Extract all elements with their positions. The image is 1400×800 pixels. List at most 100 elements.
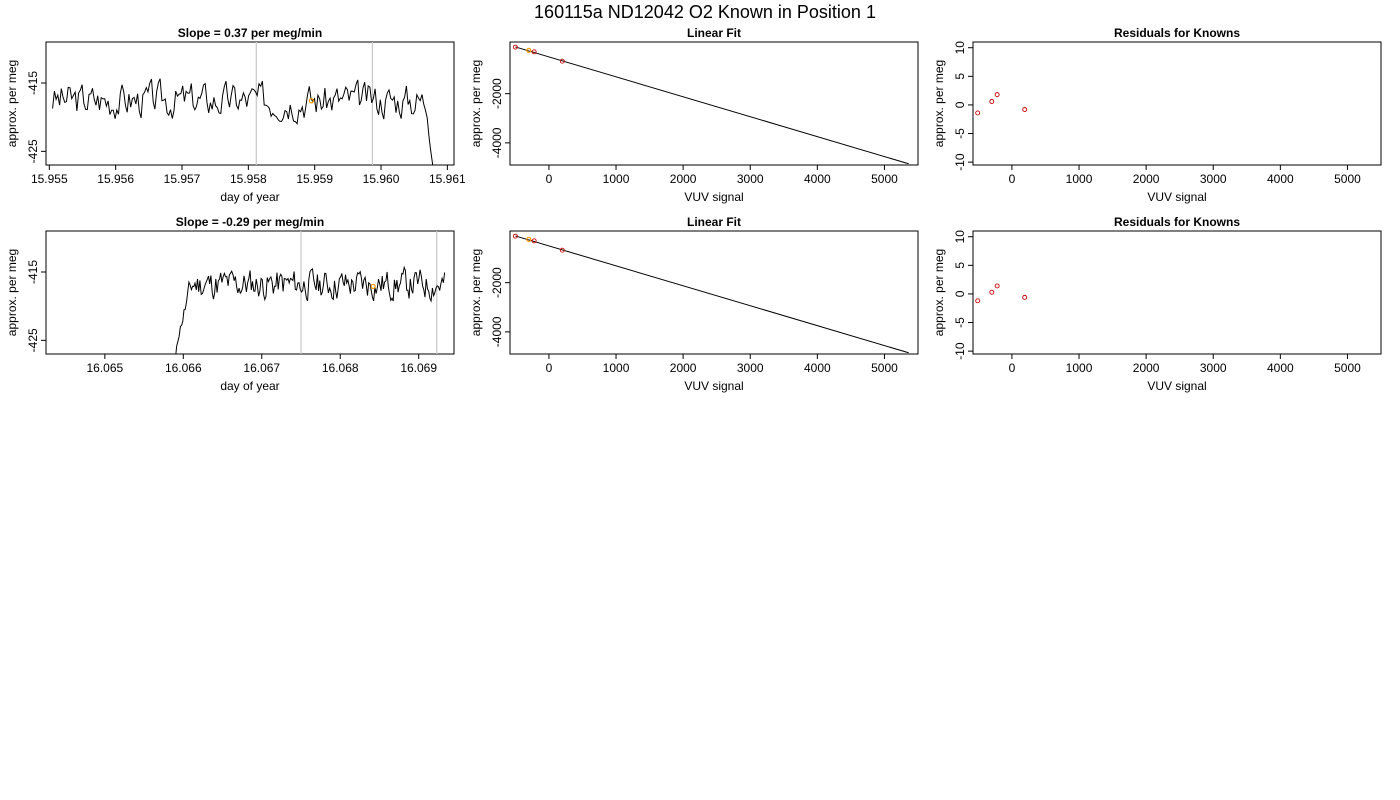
panel-title: Linear Fit — [687, 215, 741, 229]
x-tick-label: 4000 — [804, 361, 831, 375]
panel-title: Residuals for Knowns — [1114, 215, 1240, 229]
y-axis-label: approx. per meg — [5, 60, 19, 147]
x-tick-label: 0 — [546, 361, 553, 375]
panel-6: Residuals for Knowns 0 1000 2000 3000 4000 500… — [932, 215, 1382, 393]
known-point — [559, 58, 565, 64]
x-tick-label: 15.955 — [31, 172, 68, 186]
signal-trace — [175, 265, 446, 354]
x-tick-label: 2000 — [670, 172, 697, 186]
y-axis-label: approx. per meg — [469, 60, 483, 147]
x-tick-label: 4000 — [1267, 361, 1294, 375]
known-point — [512, 44, 518, 50]
x-tick-label: 5000 — [1334, 172, 1361, 186]
highlight-point — [526, 47, 532, 53]
y-tick-label: 10 — [953, 41, 967, 55]
panel-4: Slope = -0.29 per meg/min 16.065 16.066 16.… — [5, 215, 455, 393]
highlight-point — [526, 236, 532, 242]
x-tick-label: 15.959 — [296, 172, 333, 186]
panel-2: Linear Fit 0 1000 2000 3000 4000 5000 -4000 -200… — [469, 26, 919, 204]
x-tick-label: 3000 — [1200, 361, 1227, 375]
y-tick-label: -2000 — [490, 267, 504, 298]
x-tick-label: 4000 — [804, 172, 831, 186]
x-tick-label: 3000 — [1200, 172, 1227, 186]
y-tick-label: 0 — [953, 290, 967, 297]
x-tick-label: 15.961 — [429, 172, 466, 186]
x-tick-label: 1000 — [1066, 361, 1093, 375]
plot-frame — [509, 230, 919, 355]
x-tick-label: 16.068 — [322, 361, 359, 375]
panel-title: Residuals for Knowns — [1114, 26, 1240, 40]
y-axis-label: approx. per meg — [932, 60, 946, 147]
y-tick-label: -2000 — [490, 78, 504, 109]
known-point — [1022, 294, 1028, 300]
plot-area — [975, 283, 1028, 304]
panel-title: Slope = 0.37 per meg/min — [178, 26, 322, 40]
known-point — [994, 92, 1000, 98]
panel-title: Slope = -0.29 per meg/min — [176, 215, 324, 229]
known-point — [989, 289, 995, 295]
known-point — [559, 247, 565, 253]
known-point — [531, 49, 537, 55]
x-tick-label: 2000 — [1133, 361, 1160, 375]
x-tick-label: 0 — [546, 172, 553, 186]
x-tick-label: 16.069 — [400, 361, 437, 375]
plot-area — [175, 231, 446, 354]
y-tick-label: -10 — [953, 342, 967, 360]
known-point — [975, 298, 981, 304]
x-tick-label: 4000 — [1267, 172, 1294, 186]
y-tick-label: -4000 — [490, 127, 504, 158]
plot-area — [512, 233, 909, 354]
x-tick-label: 3000 — [737, 361, 764, 375]
y-tick-label: 5 — [953, 262, 967, 269]
y-tick-label: -425 — [26, 328, 40, 352]
panel-5: Linear Fit 0 1000 2000 3000 4000 5000 -4000 -200… — [469, 215, 919, 393]
x-tick-label: 1000 — [603, 361, 630, 375]
x-tick-label: 1000 — [1066, 172, 1093, 186]
plot-frame — [45, 230, 455, 355]
y-tick-label: 5 — [953, 73, 967, 80]
known-point — [989, 99, 995, 104]
x-tick-label: 2000 — [670, 361, 697, 375]
y-tick-label: -415 — [26, 71, 40, 95]
x-axis-label: VUV signal — [1147, 379, 1206, 393]
x-tick-label: 3000 — [737, 172, 764, 186]
known-point — [512, 233, 518, 239]
y-tick-label: 0 — [953, 101, 967, 108]
panel-3: Residuals for Knowns 0 1000 2000 3000 4000 500… — [932, 26, 1382, 204]
x-axis-label: VUV signal — [684, 190, 743, 204]
x-tick-label: 16.065 — [86, 361, 123, 375]
x-tick-label: 0 — [1009, 172, 1016, 186]
plot-area — [52, 42, 434, 165]
y-tick-label: -5 — [953, 128, 967, 139]
known-point — [975, 110, 981, 116]
x-axis-label: day of year — [220, 190, 279, 204]
known-point — [531, 238, 537, 244]
y-tick-label: 10 — [953, 230, 967, 244]
fit-line — [515, 46, 909, 165]
x-tick-label: 16.067 — [243, 361, 280, 375]
x-axis-label: VUV signal — [684, 379, 743, 393]
plot-frame — [509, 41, 919, 166]
x-tick-label: 0 — [1009, 361, 1016, 375]
x-tick-label: 15.960 — [363, 172, 400, 186]
panel-title: Linear Fit — [687, 26, 741, 40]
x-tick-label: 16.066 — [165, 361, 202, 375]
plot-frame — [972, 41, 1382, 166]
x-axis-label: VUV signal — [1147, 190, 1206, 204]
x-tick-label: 1000 — [603, 172, 630, 186]
plot-area — [512, 44, 909, 165]
y-axis-label: approx. per meg — [932, 249, 946, 336]
plot-area — [975, 92, 1028, 116]
y-axis-label: approx. per meg — [5, 249, 19, 336]
highlight-point — [308, 98, 314, 104]
x-tick-label: 2000 — [1133, 172, 1160, 186]
y-tick-label: -425 — [26, 139, 40, 163]
x-tick-label: 15.956 — [97, 172, 134, 186]
x-tick-label: 5000 — [871, 172, 898, 186]
x-tick-label: 5000 — [871, 361, 898, 375]
x-tick-label: 15.957 — [164, 172, 201, 186]
x-axis-label: day of year — [220, 379, 279, 393]
x-tick-label: 15.958 — [230, 172, 267, 186]
panel-1: Slope = 0.37 per meg/min 15.955 15.956 15.9… — [5, 26, 466, 204]
